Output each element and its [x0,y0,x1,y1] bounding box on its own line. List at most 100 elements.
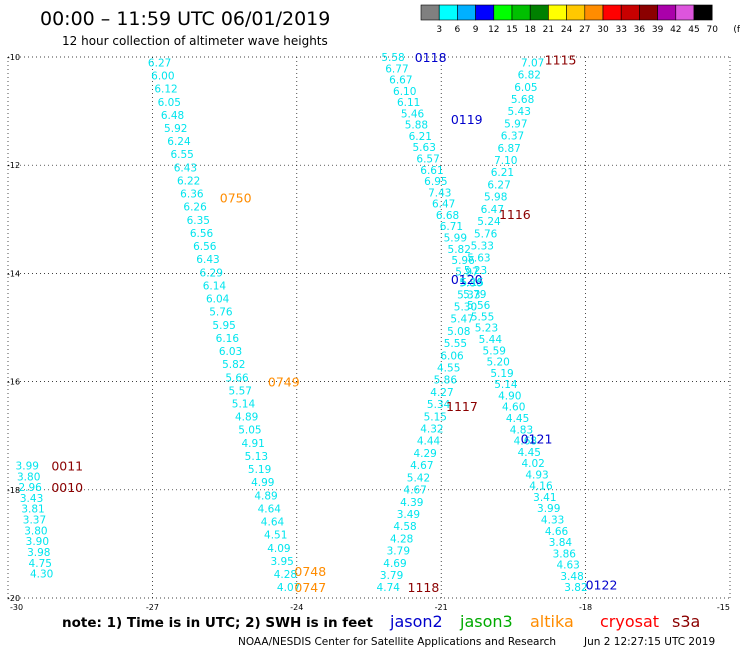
wave-height-value: 4.30 [30,569,53,581]
colorbar-swatch [457,4,476,21]
colorbar-label: 9 [473,25,479,35]
wave-height-value: 6.04 [206,294,230,306]
y-tick-label: -18 [7,486,20,495]
pass-time-label: 0749 [268,375,300,390]
wave-height-value: 4.45 [506,413,529,425]
wave-height-value: 4.02 [521,458,544,470]
wave-height-value: 4.90 [498,390,521,402]
colorbar-swatch [602,4,622,21]
x-tick-label: -18 [579,603,592,612]
wave-height-value: 5.59 [483,345,506,357]
wave-height-value: 6.87 [497,143,520,155]
colorbar-swatch [438,4,458,21]
wave-height-value: 4.68 [514,436,537,448]
wave-height-value: 6.77 [385,63,408,75]
wave-height-value: 5.13 [245,451,268,463]
wave-height-value: 3.90 [26,536,49,548]
wave-height-value: 6.27 [148,57,171,69]
y-tick-label: -20 [7,594,20,603]
pass-time-label: 1118 [408,580,440,595]
wave-height-value: 6.24 [167,136,191,148]
wave-height-value: 4.93 [525,469,548,481]
wave-height-value: 3.41 [533,492,556,504]
colorbar-swatch [566,4,586,21]
wave-height-value: 3.99 [537,503,560,515]
x-tick-label: -24 [290,603,303,612]
wave-height-value: 4.63 [556,560,579,572]
satellite-name: jason3 [459,612,513,631]
wave-height-value: 5.08 [447,326,470,338]
wave-height-value: 5.14 [232,399,256,411]
wave-height-value: 3.98 [27,547,50,559]
y-tick-label: -10 [7,53,20,62]
wave-height-value: 4.44 [417,436,441,448]
colorbar-label: 42 [670,25,681,35]
wave-height-value: 4.69 [383,558,406,570]
pass-time-label: 0121 [521,431,553,446]
wave-height-value: 5.76 [209,307,233,319]
pass-time-label: 1117 [446,399,478,414]
colorbar-label: 15 [506,25,517,35]
wave-height-value: 6.43 [196,254,219,266]
wave-height-value: 6.47 [481,204,504,216]
satellite-name: jason2 [389,612,443,631]
wave-height-value: 6.71 [440,221,463,233]
colorbar-label: (ft) [733,25,740,35]
wave-height-value: 6.11 [397,97,420,109]
wave-height-value: 5.19 [248,464,271,476]
wave-height-value: 5.57 [229,385,252,397]
wave-height-value: 3.49 [397,509,420,521]
wave-height-value: 6.61 [420,165,443,177]
wave-height-value: 4.27 [430,387,453,399]
wave-height-value: 3.81 [21,504,44,516]
footer-note: note: 1) Time is in UTC; 2) SWH is in fe… [62,615,373,631]
wave-height-value: 5.23 [464,265,487,277]
wave-height-value: 7.07 [521,57,544,69]
pass-time-label: 0748 [294,564,326,579]
wave-height-value: 5.92 [164,123,187,135]
wave-height-value: 6.14 [203,280,227,292]
wave-height-value: 5.42 [407,472,430,484]
wave-height-value: 5.66 [225,372,249,384]
wave-height-value: 4.89 [235,412,258,424]
wave-height-value: 5.55 [471,311,494,323]
wave-height-value: 5.88 [405,120,428,132]
pass-time-label: 1115 [545,53,577,68]
wave-height-value: 4.67 [410,460,433,472]
wave-height-value: 6.37 [501,131,524,143]
y-tick-label: -16 [7,378,20,387]
wave-height-value: 5.33 [471,240,494,252]
pass-time-label: 0122 [586,577,618,592]
colorbar-label: 70 [706,25,718,35]
pass-time-label: 0118 [415,50,447,65]
wave-height-value: 6.68 [436,210,459,222]
wave-height-value: 4.09 [267,543,290,555]
wave-height-value: 6.29 [200,267,223,279]
wave-height-value: 3.79 [387,546,410,558]
wave-height-value: 4.75 [29,558,52,570]
wave-height-value: 5.46 [401,108,425,120]
wave-height-value: 5.95 [212,320,235,332]
wave-height-value: 5.96 [451,255,475,267]
wave-height-value: 4.91 [241,438,264,450]
wave-height-value: 4.28 [390,533,413,545]
wave-height-value: 4.07 [277,582,300,594]
wave-height-value: 5.15 [461,277,484,289]
wave-height-value: 6.05 [514,82,537,94]
wave-height-value: 5.82 [448,244,471,256]
wave-height-value: 5.98 [484,192,507,204]
colorbar-swatch [529,4,549,21]
satellite-name: s3a [672,612,700,631]
wave-height-value: 6.48 [161,110,184,122]
colorbar-label: 21 [543,25,554,35]
colorbar-label: 27 [579,25,590,35]
satellite-legend: jason2 jason3 altika cryosat s3a [389,612,700,631]
wave-height-value: 6.43 [174,162,197,174]
wave-height-value: 5.58 [381,52,404,64]
colorbar-label: 39 [652,25,664,35]
wave-height-value: 5.15 [424,411,447,423]
wave-height-value: 6.06 [440,350,464,362]
pass-time-label: 0010 [51,480,83,495]
wave-height-value: 5.55 [444,338,467,350]
